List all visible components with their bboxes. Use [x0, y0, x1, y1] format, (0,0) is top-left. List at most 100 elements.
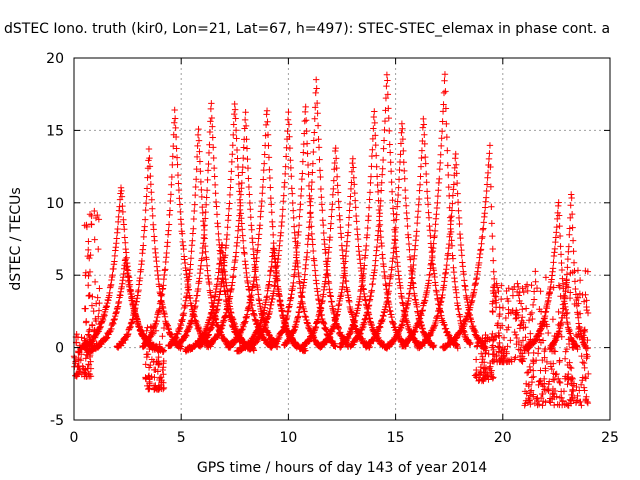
data-point-marker — [196, 158, 204, 165]
data-point-marker — [157, 291, 164, 299]
data-point-marker — [305, 182, 313, 190]
data-point-marker — [581, 364, 588, 372]
data-point-marker — [274, 343, 281, 351]
data-point-marker — [571, 278, 579, 285]
data-point-marker — [306, 192, 313, 199]
data-point-marker — [472, 356, 480, 363]
data-point-marker — [307, 214, 315, 221]
data-point-marker — [71, 354, 78, 361]
data-point-marker — [576, 277, 584, 284]
data-point-marker — [339, 246, 346, 254]
data-point-marker — [550, 339, 558, 346]
data-point-marker — [151, 374, 158, 381]
data-point-marker — [566, 231, 573, 238]
data-point-marker — [581, 326, 589, 333]
data-point-marker — [317, 173, 324, 181]
data-point-marker — [156, 341, 163, 348]
data-point-marker — [537, 330, 545, 338]
data-point-marker — [278, 218, 286, 226]
data-point-marker — [240, 144, 247, 151]
data-point-marker — [558, 333, 565, 341]
data-point-marker — [330, 185, 337, 193]
data-point-marker — [384, 91, 392, 98]
data-point-marker — [149, 205, 156, 212]
data-point-marker — [543, 321, 550, 328]
data-point-marker — [479, 233, 486, 240]
data-point-marker — [303, 127, 310, 135]
x-tick-label: 10 — [279, 430, 297, 446]
data-point-marker — [512, 315, 519, 322]
data-point-marker — [420, 121, 428, 128]
data-point-marker — [314, 110, 321, 117]
data-point-marker — [573, 383, 580, 391]
data-point-marker — [584, 398, 591, 406]
data-point-marker — [482, 204, 489, 211]
data-point-marker — [318, 201, 326, 208]
data-point-marker — [77, 356, 85, 364]
data-point-marker — [560, 305, 567, 312]
data-point-marker — [492, 293, 500, 300]
y-tick-label: 20 — [46, 51, 64, 67]
data-point-marker — [268, 208, 275, 216]
data-point-marker — [366, 196, 373, 203]
data-point-marker — [285, 121, 293, 128]
data-point-marker — [388, 264, 396, 271]
data-point-marker — [573, 342, 581, 349]
data-point-marker — [447, 225, 454, 233]
data-point-marker — [284, 127, 291, 135]
data-point-marker — [539, 383, 547, 390]
data-point-marker — [513, 314, 520, 322]
data-point-marker — [532, 268, 539, 275]
data-point-marker — [484, 334, 491, 341]
data-point-marker — [584, 268, 592, 275]
data-point-marker — [223, 231, 231, 239]
data-point-marker — [141, 223, 148, 230]
data-point-marker — [502, 314, 510, 322]
data-point-marker — [564, 255, 572, 263]
data-point-marker — [320, 221, 327, 229]
data-point-marker — [232, 115, 239, 122]
data-point-marker — [456, 220, 463, 228]
data-point-marker — [95, 307, 103, 314]
data-point-marker — [541, 347, 548, 355]
data-point-marker — [556, 394, 564, 401]
data-point-marker — [265, 142, 272, 149]
data-points — [70, 71, 592, 409]
data-point-marker — [396, 166, 403, 174]
data-point-marker — [170, 142, 177, 150]
data-point-marker — [575, 314, 582, 321]
data-point-marker — [84, 351, 91, 359]
data-point-marker — [191, 207, 198, 215]
data-point-marker — [242, 122, 250, 130]
x-tick-label: 15 — [387, 430, 405, 446]
data-point-marker — [562, 287, 569, 295]
data-point-marker — [332, 155, 340, 162]
data-point-marker — [147, 172, 154, 180]
data-point-marker — [572, 399, 580, 406]
data-point-marker — [290, 207, 297, 214]
data-point-marker — [490, 275, 498, 283]
data-point-marker — [513, 288, 521, 296]
data-point-marker — [364, 231, 371, 239]
data-point-marker — [550, 284, 557, 291]
data-point-marker — [565, 340, 573, 348]
data-point-marker — [568, 194, 575, 202]
data-point-marker — [535, 381, 542, 389]
data-point-marker — [233, 146, 241, 154]
data-point-marker — [495, 344, 503, 351]
data-point-marker — [142, 199, 150, 207]
data-point-marker — [376, 221, 384, 229]
data-point-marker — [150, 226, 157, 233]
data-point-marker — [385, 105, 392, 112]
data-point-marker — [528, 374, 536, 381]
data-point-marker — [505, 310, 512, 317]
data-point-marker — [309, 169, 316, 176]
data-point-marker — [224, 223, 231, 231]
data-point-marker — [160, 364, 167, 371]
data-point-marker — [138, 257, 146, 265]
data-point-marker — [436, 175, 443, 183]
data-point-marker — [215, 230, 222, 238]
data-point-marker — [322, 249, 329, 257]
data-point-marker — [145, 145, 153, 153]
data-point-marker — [558, 266, 566, 274]
